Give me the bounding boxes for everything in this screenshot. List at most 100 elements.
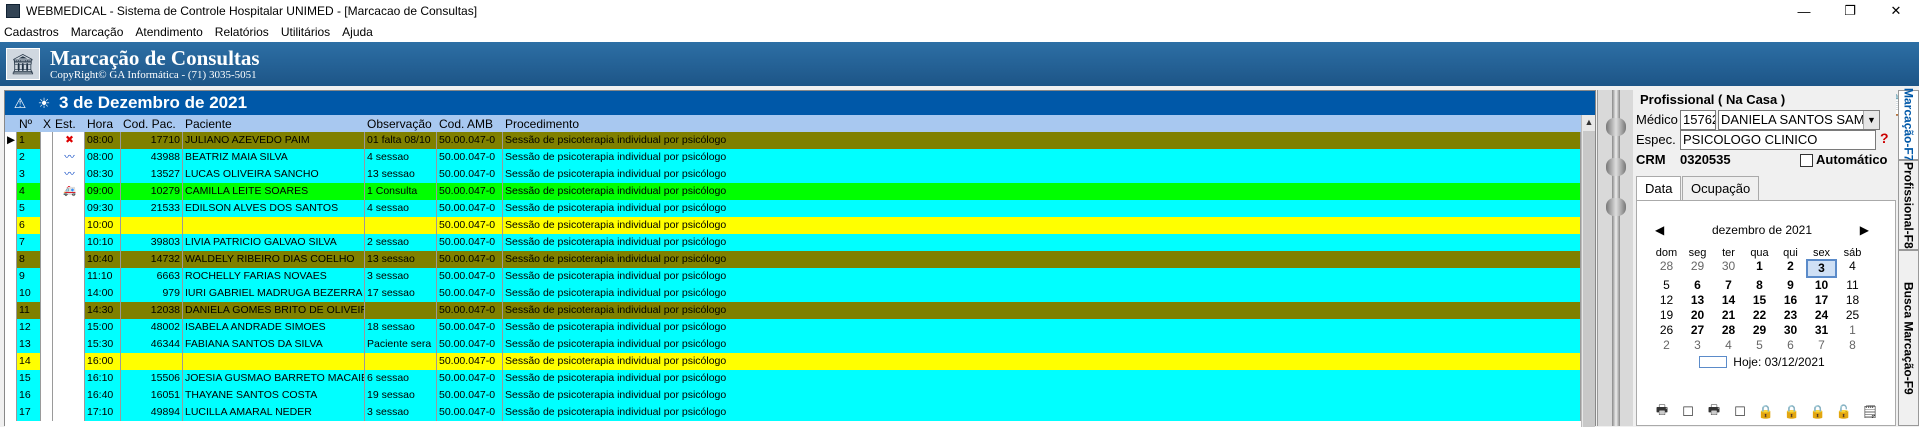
calendar-day[interactable]: 2	[1775, 259, 1806, 278]
calendar-day[interactable]: 6	[1682, 278, 1713, 293]
calendar-day[interactable]: 1	[1744, 259, 1775, 278]
minimize-button[interactable]: —	[1781, 0, 1827, 22]
col-header-paciente[interactable]: Paciente	[183, 117, 365, 131]
calendar-day[interactable]: 3	[1682, 338, 1713, 353]
table-row[interactable]: 6 10:00 50.00.047-0 Sessão de psicoterapia …	[5, 217, 1581, 234]
table-row[interactable]: 12 15:00 48002 ISABELA ANDRADE SIMOES 18 ses…	[5, 319, 1581, 336]
col-header-est[interactable]: Est.	[53, 117, 85, 131]
calendar-day[interactable]: 13	[1682, 293, 1713, 308]
col-header-observacao[interactable]: Observação	[365, 117, 437, 131]
calendar-day[interactable]: 26	[1651, 323, 1682, 338]
tab-marcacao-f7[interactable]: Marcação-F7	[1898, 90, 1919, 160]
table-row[interactable]: 8 10:40 14732 WALDELY RIBEIRO DIAS COELHO 13…	[5, 251, 1581, 268]
calendar-next-button[interactable]: ▶	[1860, 223, 1869, 237]
table-row[interactable]: 17 17:10 49894 LUCILLA AMARAL NEDER 3 sessao…	[5, 404, 1581, 421]
table-row[interactable]: 3 〰 08:30 13527 LUCAS OLIVEIRA SANCHO 13 sess…	[5, 166, 1581, 183]
close-button[interactable]: ✕	[1873, 0, 1919, 22]
calendar-day[interactable]: 20	[1682, 308, 1713, 323]
table-row[interactable]: 5 09:30 21533 EDILSON ALVES DOS SANTOS 4 ses…	[5, 200, 1581, 217]
tab-ocupacao[interactable]: Ocupação	[1682, 176, 1759, 200]
col-header-n[interactable]: Nº	[17, 117, 41, 131]
panel-divider[interactable]	[1597, 90, 1633, 426]
maximize-button[interactable]: ❐	[1827, 0, 1873, 22]
calendar-day[interactable]: 22	[1744, 308, 1775, 323]
calendar-day[interactable]: 7	[1806, 338, 1837, 353]
table-row[interactable]: 9 11:10 6663 ROCHELLY FARIAS NOVAES 3 sessao…	[5, 268, 1581, 285]
calendar-day[interactable]: 29	[1744, 323, 1775, 338]
tab-profissional-f8[interactable]: Profissional-F8	[1898, 160, 1919, 250]
espec-field[interactable]: PSICOLOGO CLINICO	[1680, 130, 1876, 150]
scroll-up-icon[interactable]: ▲	[1582, 115, 1595, 129]
table-row[interactable]: 14 16:00 50.00.047-0 Sessão de psicoterapia…	[5, 353, 1581, 370]
calendar-day[interactable]: 27	[1682, 323, 1713, 338]
calendar-day[interactable]: 6	[1775, 338, 1806, 353]
menu-cadastros[interactable]: Cadastros	[4, 25, 59, 39]
calendar-day[interactable]: 3	[1806, 259, 1837, 278]
grid-scrollbar[interactable]: ▲	[1581, 115, 1595, 427]
menu-relatorios[interactable]: Relatórios	[215, 25, 269, 39]
chevron-down-icon[interactable]: ▼	[1863, 111, 1879, 129]
calendar-day[interactable]: 31	[1806, 323, 1837, 338]
medico-name-select[interactable]: DANIELA SANTOS SAMPAIO	[1718, 110, 1880, 130]
col-header-procedimento[interactable]: Procedimento	[503, 117, 1581, 131]
unlock-icon[interactable]: 🔓	[1833, 403, 1855, 421]
note-icon[interactable]: 🗒	[1859, 403, 1881, 421]
calendar-day[interactable]: 1	[1837, 323, 1868, 338]
lock-icon[interactable]: 🔒	[1807, 403, 1829, 421]
calendar-day[interactable]: 15	[1744, 293, 1775, 308]
calendar-day[interactable]: 23	[1775, 308, 1806, 323]
calendar-day[interactable]: 8	[1744, 278, 1775, 293]
calendar-day[interactable]: 24	[1806, 308, 1837, 323]
col-header-x[interactable]: X	[41, 117, 53, 131]
calendar-day[interactable]: 14	[1713, 293, 1744, 308]
calendar-day[interactable]: 5	[1744, 338, 1775, 353]
table-row[interactable]: ▶ 1 ✖ 08:00 17710 JULIANO AZEVEDO PAIM 01 falt…	[5, 132, 1581, 149]
calendar-day[interactable]: 29	[1682, 259, 1713, 278]
calendar-day[interactable]: 12	[1651, 293, 1682, 308]
col-header-cod-pac[interactable]: Cod. Pac.	[121, 117, 183, 131]
table-row[interactable]: 11 14:30 12038 DANIELA GOMES BRITO DE OLIVE…	[5, 302, 1581, 319]
calendar-day[interactable]: 30	[1775, 323, 1806, 338]
calendar-day[interactable]: 2	[1651, 338, 1682, 353]
col-header-cod-amb[interactable]: Cod. AMB	[437, 117, 503, 131]
print-icon[interactable]: 🖶	[1703, 403, 1725, 421]
checkbox-icon[interactable]: ☐	[1677, 403, 1699, 421]
calendar-day[interactable]: 21	[1713, 308, 1744, 323]
tab-busca-marcacao-f9[interactable]: Busca Marcação-F9	[1898, 250, 1919, 426]
calendar-day[interactable]: 8	[1837, 338, 1868, 353]
calendar-day[interactable]: 11	[1837, 278, 1868, 293]
print-icon[interactable]: 🖶	[1651, 403, 1673, 421]
checkbox-icon[interactable]: ☐	[1729, 403, 1751, 421]
tab-data[interactable]: Data	[1636, 176, 1681, 202]
calendar-day[interactable]: 4	[1837, 259, 1868, 278]
calendar-day[interactable]: 7	[1713, 278, 1744, 293]
menu-marcacao[interactable]: Marcação	[71, 25, 124, 39]
menu-ajuda[interactable]: Ajuda	[342, 25, 373, 39]
calendar-day[interactable]: 10	[1806, 278, 1837, 293]
calendar-day[interactable]: 30	[1713, 259, 1744, 278]
table-row[interactable]: 2 〰 08:00 43988 BEATRIZ MAIA SILVA 4 sessao 50…	[5, 149, 1581, 166]
calendar-day[interactable]: 19	[1651, 308, 1682, 323]
col-header-hora[interactable]: Hora	[85, 117, 121, 131]
scroll-thumb[interactable]	[1583, 131, 1595, 427]
medico-code-field[interactable]: 15762	[1680, 110, 1716, 130]
table-row[interactable]: 10 14:00 979 IURI GABRIEL MADRUGA BEZERRA 17…	[5, 285, 1581, 302]
calendar-day[interactable]: 9	[1775, 278, 1806, 293]
table-row[interactable]: 16 16:40 16051 THAYANE SANTOS COSTA 19 sessa…	[5, 387, 1581, 404]
menu-utilitarios[interactable]: Utilitários	[281, 25, 330, 39]
menu-atendimento[interactable]: Atendimento	[135, 25, 202, 39]
calendar-day[interactable]: 16	[1775, 293, 1806, 308]
today-label[interactable]: Hoje: 03/12/2021	[1733, 355, 1824, 369]
table-row[interactable]: 7 10:10 39803 LIVIA PATRICIO GALVAO SILVA 2 …	[5, 234, 1581, 251]
calendar-day[interactable]: 25	[1837, 308, 1868, 323]
calendar-day[interactable]: 28	[1713, 323, 1744, 338]
calendar-day[interactable]: 17	[1806, 293, 1837, 308]
table-row[interactable]: 13 15:30 46344 FABIANA SANTOS DA SILVA Pacie…	[5, 336, 1581, 353]
calendar-day[interactable]: 18	[1837, 293, 1868, 308]
table-row[interactable]: 4 🚑 09:00 10279 CAMILLA LEITE SOARES 1 Consul…	[5, 183, 1581, 200]
table-row[interactable]: 15 16:10 15506 JOESIA GUSMAO BARRETO MACAIB…	[5, 370, 1581, 387]
calendar-day[interactable]: 4	[1713, 338, 1744, 353]
lock-icon[interactable]: 🔒	[1755, 403, 1777, 421]
help-icon[interactable]: ?	[1880, 130, 1889, 146]
automatico-checkbox[interactable]	[1800, 154, 1813, 167]
